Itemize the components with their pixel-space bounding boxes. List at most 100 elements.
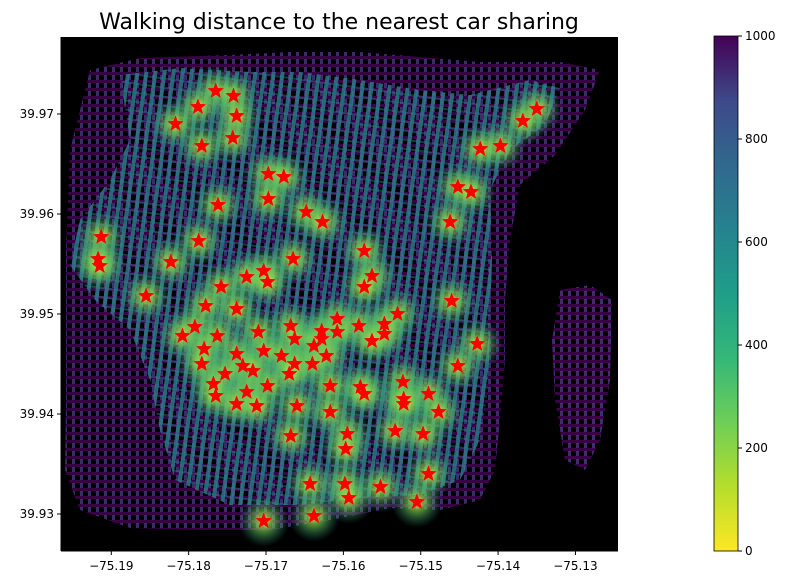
station-star	[301, 475, 319, 492]
station-star	[273, 347, 290, 364]
station-star	[224, 129, 242, 146]
station-star	[386, 422, 404, 439]
station-star	[195, 340, 213, 357]
y-tick-label: 39.93	[20, 507, 54, 521]
station-star	[282, 427, 300, 444]
station-star	[441, 213, 459, 230]
station-star	[376, 325, 393, 342]
station-star	[162, 253, 180, 270]
station-star	[190, 232, 207, 249]
station-star	[338, 425, 356, 442]
station-star	[197, 297, 214, 314]
y-tick-label: 39.95	[20, 307, 54, 321]
station-star	[462, 183, 480, 200]
station-star	[305, 507, 323, 524]
station-star	[255, 342, 272, 359]
colorbar-tick-label: 200	[745, 441, 768, 455]
x-axis: −75.19 −75.18 −75.17 −75.16 −75.15 −75.14 −75.…	[61, 550, 618, 573]
station-star	[472, 140, 489, 157]
station-star	[449, 357, 467, 374]
station-star	[92, 228, 110, 245]
x-tick-label: −75.14	[476, 559, 520, 573]
station-star	[414, 425, 432, 442]
station-star	[304, 355, 321, 372]
colorbar-tick-label: 600	[745, 235, 768, 249]
station-star	[212, 278, 230, 295]
station-star	[255, 262, 272, 279]
station-star	[238, 383, 255, 400]
colorbar: 0 200 400 600 800 1000	[713, 29, 776, 558]
colorbar-tick-label: 400	[745, 338, 768, 352]
station-star	[328, 323, 346, 340]
chart-title: Walking distance to the nearest car shar…	[99, 10, 579, 35]
station-star	[137, 287, 155, 304]
colorbar-ticks: 0 200 400 600 800 1000	[738, 29, 776, 558]
station-star	[352, 378, 369, 395]
y-tick-label: 39.96	[20, 207, 54, 221]
station-star	[449, 178, 467, 195]
station-star	[207, 387, 224, 404]
station-star	[91, 257, 108, 274]
station-star	[286, 355, 303, 372]
station-star	[443, 292, 460, 309]
station-star	[305, 337, 323, 354]
station-star	[468, 335, 486, 352]
station-star	[355, 278, 373, 295]
station-star	[297, 203, 315, 220]
station-star	[420, 465, 437, 482]
station-star	[389, 305, 406, 322]
station-star	[228, 395, 245, 412]
station-star	[275, 168, 293, 185]
station-star	[363, 332, 381, 349]
station-star	[372, 478, 389, 495]
station-star	[174, 327, 191, 344]
station-star	[395, 395, 412, 412]
station-star	[314, 213, 331, 230]
station-star	[528, 100, 546, 117]
station-star	[355, 385, 373, 402]
station-star	[228, 345, 245, 362]
y-axis: 39.93 39.94 39.95 39.96 39.97	[20, 37, 62, 551]
station-star	[340, 489, 358, 506]
station-star	[209, 196, 227, 213]
station-star	[260, 165, 277, 182]
station-star	[363, 267, 381, 284]
station-star	[282, 317, 300, 334]
station-star	[228, 107, 245, 124]
east-cluster	[552, 285, 612, 470]
stations-series	[89, 82, 546, 529]
station-star	[321, 403, 339, 420]
station-star	[280, 365, 298, 382]
station-star	[286, 330, 303, 347]
x-tick-label: −75.18	[166, 559, 210, 573]
station-star	[288, 397, 306, 414]
station-star	[193, 137, 211, 154]
colorbar-tick-label: 1000	[745, 29, 776, 43]
colorbar-tick-label: 800	[745, 132, 768, 146]
station-star	[193, 355, 211, 372]
station-star	[259, 273, 276, 290]
station-star	[430, 403, 447, 420]
x-tick-label: −75.13	[553, 559, 597, 573]
station-star	[336, 475, 354, 492]
station-star	[244, 362, 262, 379]
station-star	[228, 300, 245, 317]
station-star	[350, 317, 368, 334]
station-star	[255, 512, 272, 529]
station-star	[394, 373, 412, 390]
station-star	[205, 375, 222, 392]
x-tick-label: −75.19	[89, 559, 133, 573]
station-star	[284, 250, 302, 267]
station-star	[313, 330, 330, 347]
station-star	[249, 323, 267, 340]
station-star	[408, 493, 426, 510]
station-star	[328, 310, 346, 327]
colorbar-tick-label: 0	[745, 544, 753, 558]
station-star	[260, 190, 277, 207]
station-star	[216, 365, 234, 382]
y-tick-label: 39.94	[20, 407, 54, 421]
colorbar-gradient	[713, 35, 739, 552]
station-star	[238, 268, 255, 285]
station-star	[167, 115, 184, 132]
